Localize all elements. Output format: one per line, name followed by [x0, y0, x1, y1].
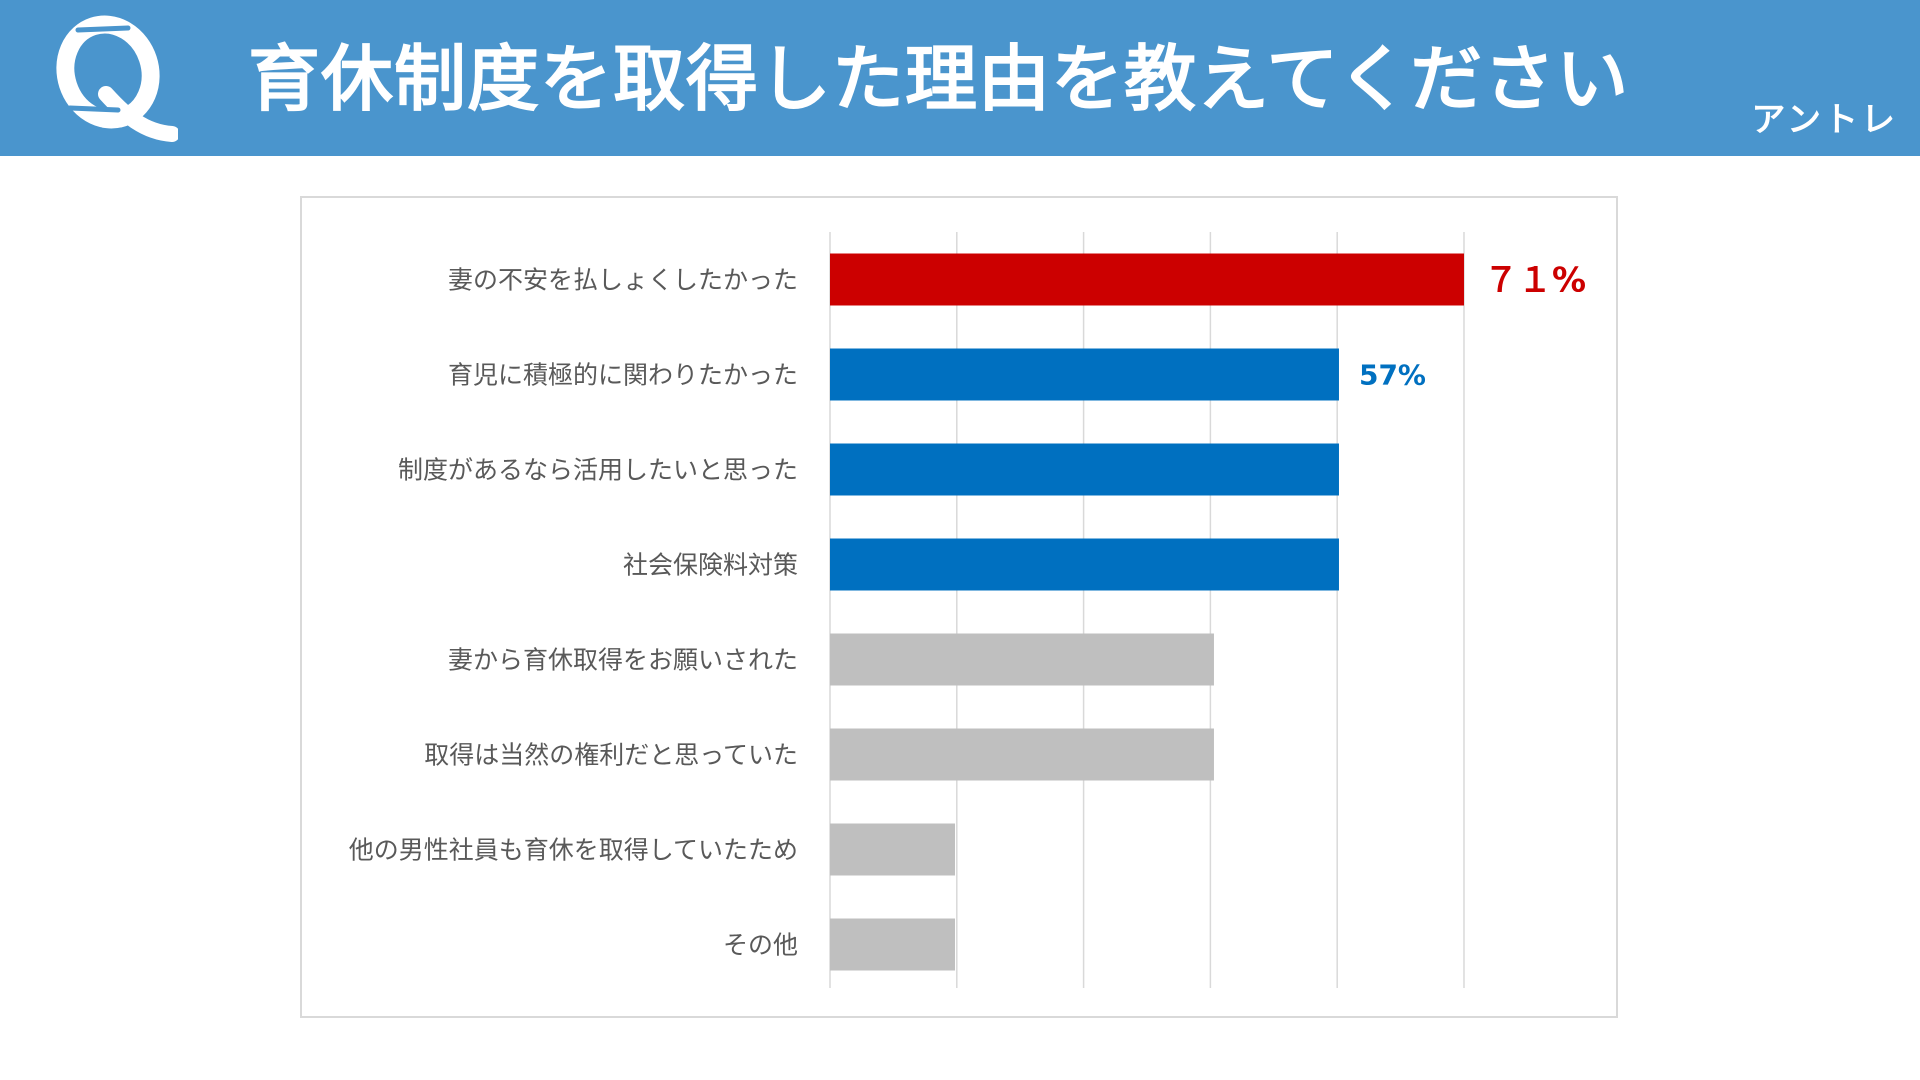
- category-label: 他の男性社員も育休を取得していたため: [349, 836, 798, 865]
- page-title: 育休制度を取得した理由を教えてください: [248, 37, 1630, 121]
- bar: [830, 633, 1214, 686]
- category-label: 妻から育休取得をお願いされた: [448, 646, 798, 675]
- category-label: 社会保険料対策: [623, 551, 798, 580]
- bar: [830, 348, 1339, 401]
- data-label: 57%: [1359, 359, 1426, 392]
- data-label: ７１%: [1484, 261, 1586, 301]
- bar: [830, 728, 1214, 781]
- data-label-backdrop: [1477, 255, 1602, 304]
- chart-panel: 妻の不安を払しょくしたかった 育児に積極的に関わりたかった制度があるなら活用したい…: [300, 196, 1618, 1018]
- question-mark-q-icon: [56, 15, 178, 142]
- category-label: 妻の不安を払しょくしたかった: [448, 266, 798, 295]
- bar: [830, 443, 1339, 496]
- category-label: 育児に積極的に関わりたかった: [448, 361, 798, 390]
- bar: [830, 538, 1339, 591]
- category-label: 取得は当然の権利だと思っていた: [424, 741, 798, 770]
- category-label: 制度があるなら活用したいと思った: [398, 456, 798, 485]
- category-label: その他: [723, 931, 798, 960]
- brand-logo: アントレ: [1751, 100, 1898, 140]
- bar: [830, 823, 956, 876]
- header-bar: 育休制度を取得した理由を教えてください アントレ: [0, 0, 1920, 156]
- bar-chart: 妻の不安を払しょくしたかった育児に積極的に関わりたかった制度があるなら活用したい…: [349, 232, 1602, 988]
- bar: [830, 918, 956, 971]
- bar: [830, 253, 1464, 306]
